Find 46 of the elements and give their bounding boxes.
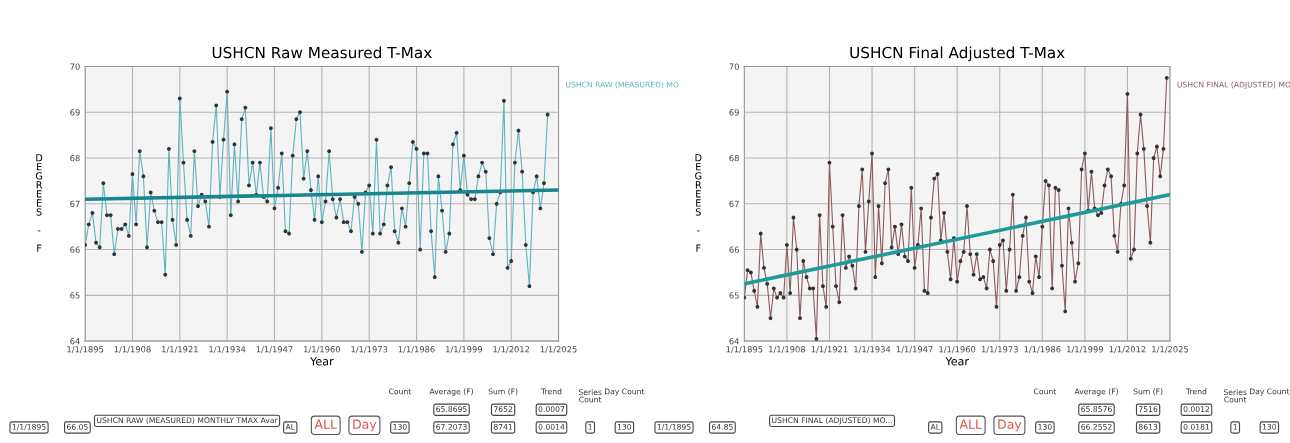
chart-title: USHCN Raw Measured T-Max [212, 46, 432, 59]
x-tick-label: 1/1/2012 [1109, 346, 1146, 354]
x-tick-label: 1/1/1895 [726, 346, 763, 354]
x-tick-label: 1/1/1921 [162, 346, 198, 354]
text: Day [998, 419, 1022, 432]
y-tick-label: 70 [70, 63, 80, 70]
y-tick-label: 67 [729, 200, 739, 208]
y-tick-label: 67 [70, 200, 80, 208]
y-tick-label: 69 [729, 109, 739, 116]
y-tick-label: 68 [729, 154, 739, 162]
text: ALL [959, 419, 982, 429]
text: DEGREES - F [695, 154, 702, 252]
x-tick-label: 1/1/1999 [446, 346, 483, 354]
y-tick-label: 69 [70, 109, 80, 116]
x-tick-label: 1/1/1986 [1024, 346, 1061, 354]
y-tick-label: 66 [729, 246, 739, 253]
y-tick-label: 64 [70, 338, 80, 345]
x-tick-label: 1/1/1986 [398, 346, 435, 354]
text: Day [353, 419, 377, 432]
x-tick-label: 1/1/2025 [540, 346, 577, 354]
y-tick-label: 65 [729, 292, 739, 299]
x-tick-label: 1/1/1973 [981, 346, 1018, 354]
x-tick-label: 1/1/2025 [1152, 346, 1189, 354]
x-tick-label: 1/1/1960 [304, 346, 341, 354]
text: DEGREES - F [35, 154, 43, 252]
x-tick-label: 1/1/1934 [209, 346, 246, 354]
x-tick-label: 1/1/1921 [811, 346, 848, 354]
x-tick-label: 1/1/1999 [1067, 346, 1104, 354]
y-tick-label: 70 [729, 63, 739, 70]
x-tick-label: 1/1/1908 [769, 346, 806, 354]
x-tick-label: 1/1/1960 [939, 346, 976, 354]
x-tick-label: 1/1/1895 [67, 346, 104, 354]
chart-title: USHCN Final Adjusted T-Max [850, 46, 1065, 62]
y-tick-label: 68 [70, 154, 80, 162]
y-tick-label: 65 [70, 292, 80, 299]
text: ALL [314, 419, 337, 429]
y-tick-label: 64 [729, 338, 739, 345]
x-tick-label: 1/1/1908 [114, 346, 151, 354]
x-tick-label: 1/1/1973 [351, 346, 388, 354]
x-axis-title: Year [310, 357, 334, 366]
x-axis-title: Year [945, 357, 969, 366]
x-tick-label: 1/1/1934 [854, 346, 891, 354]
x-tick-label: 1/1/1947 [256, 346, 293, 354]
x-tick-label: 1/1/1947 [896, 346, 933, 354]
x-tick-label: 1/1/2012 [493, 346, 530, 354]
y-tick-label: 66 [70, 246, 80, 253]
